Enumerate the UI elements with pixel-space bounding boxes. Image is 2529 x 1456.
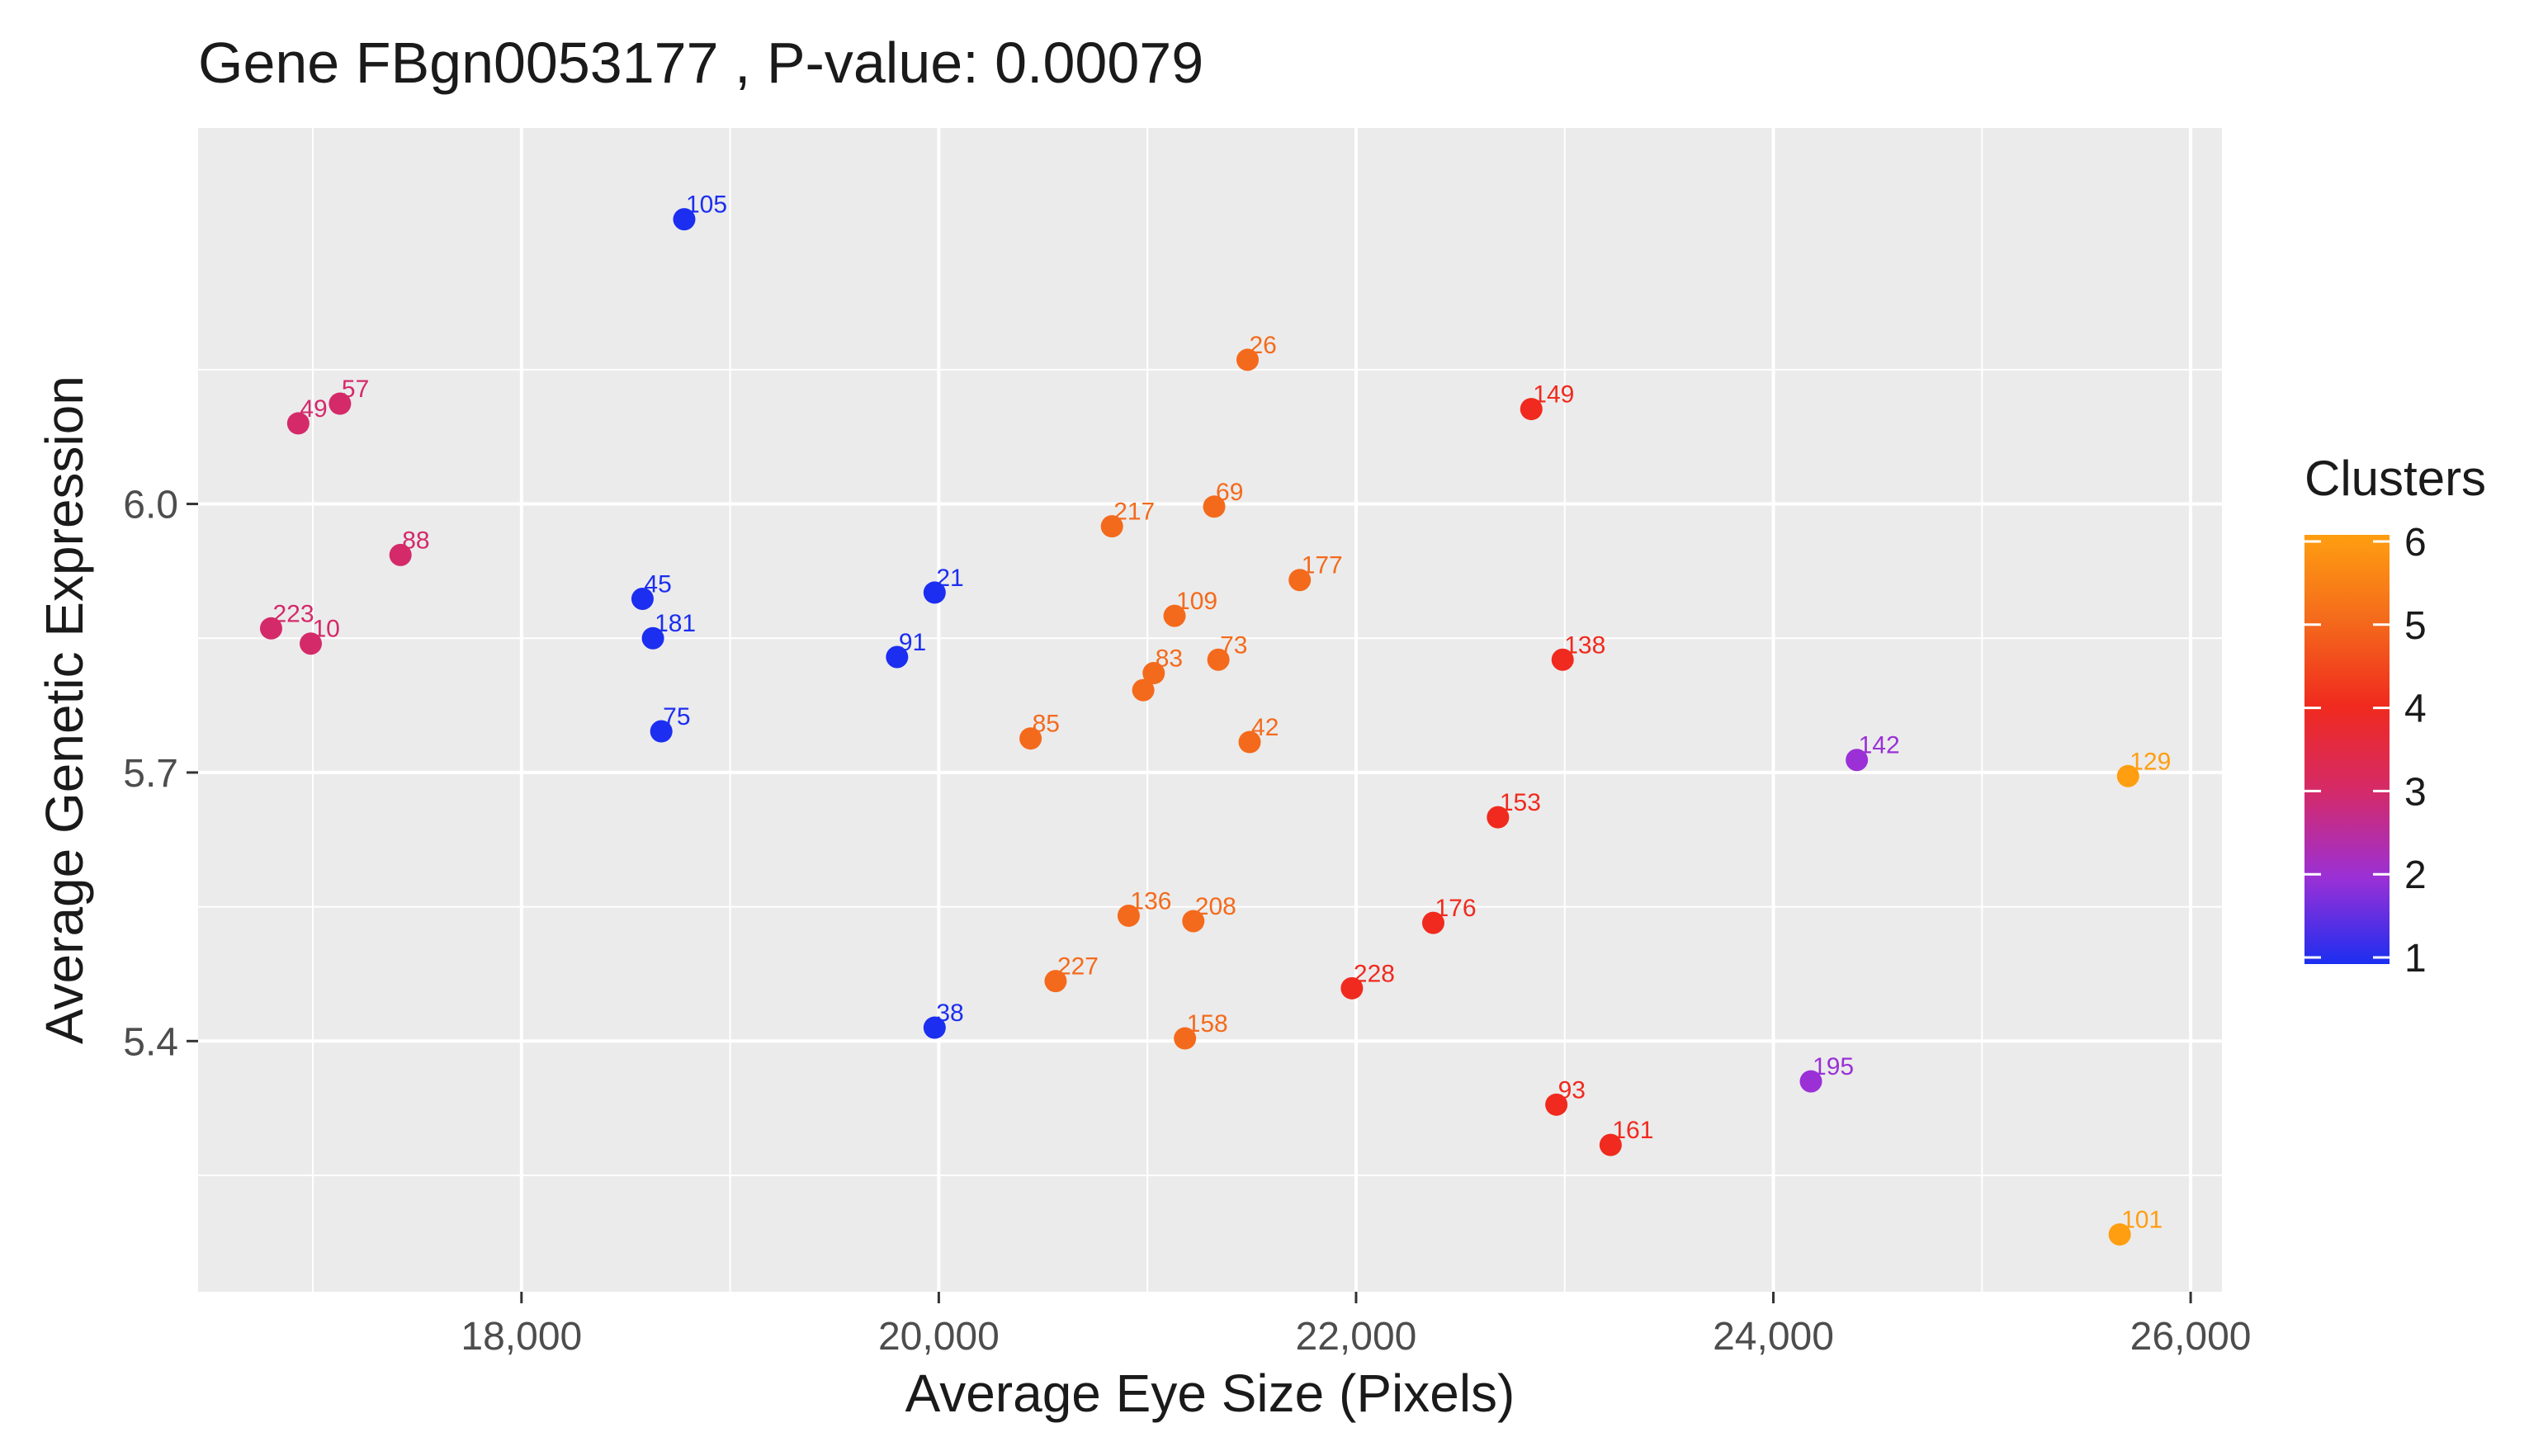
data-point bbox=[1288, 569, 1312, 592]
axes: 18,000 20,000 22,000 24,000 26,000 5.4 5.7 6.0 bbox=[123, 484, 2251, 1359]
y-tick-label: 5.4 bbox=[123, 1020, 178, 1064]
legend-tick-label: 3 bbox=[2404, 770, 2427, 814]
data-point bbox=[389, 543, 412, 566]
x-tick-label: 20,000 bbox=[878, 1315, 1000, 1359]
data-point-label: 21 bbox=[936, 565, 963, 592]
legend-tick-label: 5 bbox=[2404, 604, 2427, 648]
data-point-label: 75 bbox=[663, 703, 690, 730]
data-point bbox=[1203, 495, 1226, 518]
data-point bbox=[1340, 976, 1364, 1000]
data-point-label: 176 bbox=[1435, 895, 1476, 922]
y-axis-label: Average Genetic Expression bbox=[35, 376, 94, 1044]
data-point bbox=[1019, 727, 1042, 750]
data-point-label: 93 bbox=[1558, 1076, 1586, 1104]
data-point bbox=[1238, 730, 1261, 754]
data-point-label: 10 bbox=[313, 616, 340, 643]
data-point bbox=[923, 581, 946, 604]
data-point bbox=[1100, 515, 1123, 538]
data-point bbox=[1599, 1133, 1622, 1156]
legend-colorbar bbox=[2304, 535, 2390, 964]
data-point bbox=[886, 645, 909, 669]
data-point-label: 45 bbox=[644, 571, 671, 598]
data-point-label: 91 bbox=[899, 629, 926, 656]
data-point bbox=[923, 1016, 946, 1039]
data-point-label: 9 bbox=[1145, 662, 1159, 689]
data-point bbox=[1551, 648, 1574, 671]
data-point-label: 195 bbox=[1813, 1053, 1854, 1080]
data-point-label: 101 bbox=[2121, 1207, 2163, 1234]
legend-tick-label: 4 bbox=[2404, 688, 2427, 731]
data-point-label: 38 bbox=[936, 1000, 963, 1027]
legend-tick-label: 6 bbox=[2404, 521, 2427, 565]
data-point bbox=[1163, 604, 1186, 627]
data-point bbox=[1799, 1070, 1822, 1093]
legend-tick-label: 1 bbox=[2404, 937, 2427, 981]
data-point bbox=[650, 720, 673, 743]
legend-title: Clusters bbox=[2304, 451, 2486, 506]
data-point bbox=[1846, 749, 1869, 772]
data-point-label: 85 bbox=[1033, 711, 1060, 738]
data-point-label: 73 bbox=[1220, 631, 1247, 659]
data-point-label: 177 bbox=[1302, 552, 1343, 579]
x-tick-label: 26,000 bbox=[2130, 1315, 2252, 1359]
data-point bbox=[329, 392, 352, 415]
data-point-label: 129 bbox=[2130, 748, 2171, 775]
data-point bbox=[1487, 806, 1510, 829]
data-point bbox=[631, 588, 654, 611]
data-point bbox=[1044, 970, 1067, 993]
data-point-label: 105 bbox=[686, 191, 727, 219]
data-point-label: 217 bbox=[1113, 499, 1155, 526]
data-point bbox=[1520, 398, 1543, 421]
data-point bbox=[2116, 764, 2139, 787]
data-point bbox=[1421, 911, 1444, 934]
data-point bbox=[673, 208, 696, 231]
data-point bbox=[286, 412, 310, 435]
data-point-label: 153 bbox=[1500, 789, 1541, 816]
data-point bbox=[641, 626, 664, 650]
data-point bbox=[259, 617, 282, 640]
legend: Clusters 1 2 3 4 5 6 bbox=[2304, 451, 2486, 981]
data-point-label: 83 bbox=[1156, 645, 1183, 673]
data-point bbox=[1117, 904, 1140, 927]
data-point-label: 26 bbox=[1250, 332, 1277, 359]
data-point-label: 161 bbox=[1612, 1117, 1653, 1144]
data-point-label: 158 bbox=[1187, 1010, 1228, 1038]
data-point-label: 57 bbox=[342, 376, 369, 403]
data-point bbox=[1207, 648, 1230, 671]
data-point bbox=[1132, 678, 1155, 702]
data-point-label: 181 bbox=[655, 610, 696, 637]
data-point bbox=[300, 632, 323, 655]
data-point bbox=[1174, 1027, 1197, 1050]
data-point bbox=[1182, 910, 1205, 933]
y-tick-label: 6.0 bbox=[123, 484, 178, 527]
data-point-label: 42 bbox=[1251, 714, 1279, 741]
data-point-label: 138 bbox=[1564, 631, 1605, 659]
x-axis-label: Average Eye Size (Pixels) bbox=[905, 1364, 1515, 1423]
data-point-label: 223 bbox=[272, 600, 314, 627]
data-point bbox=[2108, 1223, 2131, 1246]
data-point-label: 208 bbox=[1195, 893, 1236, 920]
legend-tick-label: 2 bbox=[2404, 853, 2427, 897]
data-point bbox=[1142, 662, 1165, 685]
y-tick-label: 5.7 bbox=[123, 752, 178, 796]
plot-panel bbox=[198, 128, 2222, 1292]
data-point-label: 228 bbox=[1354, 960, 1395, 987]
data-point-label: 109 bbox=[1176, 588, 1217, 615]
data-point-label: 49 bbox=[300, 395, 327, 423]
data-point bbox=[1236, 348, 1260, 371]
x-tick-label: 22,000 bbox=[1296, 1315, 1417, 1359]
x-tick-label: 24,000 bbox=[1713, 1315, 1834, 1359]
data-point-label: 149 bbox=[1533, 381, 1574, 409]
x-tick-label: 18,000 bbox=[461, 1315, 582, 1359]
data-point-label: 69 bbox=[1216, 479, 1243, 506]
chart-title: Gene FBgn0053177 , P-value: 0.00079 bbox=[198, 31, 1203, 95]
data-point bbox=[1545, 1093, 1568, 1116]
data-point-label: 142 bbox=[1859, 732, 1900, 759]
data-point-label: 227 bbox=[1057, 953, 1099, 981]
data-point-label: 136 bbox=[1130, 887, 1171, 915]
data-point-label: 88 bbox=[402, 527, 429, 554]
